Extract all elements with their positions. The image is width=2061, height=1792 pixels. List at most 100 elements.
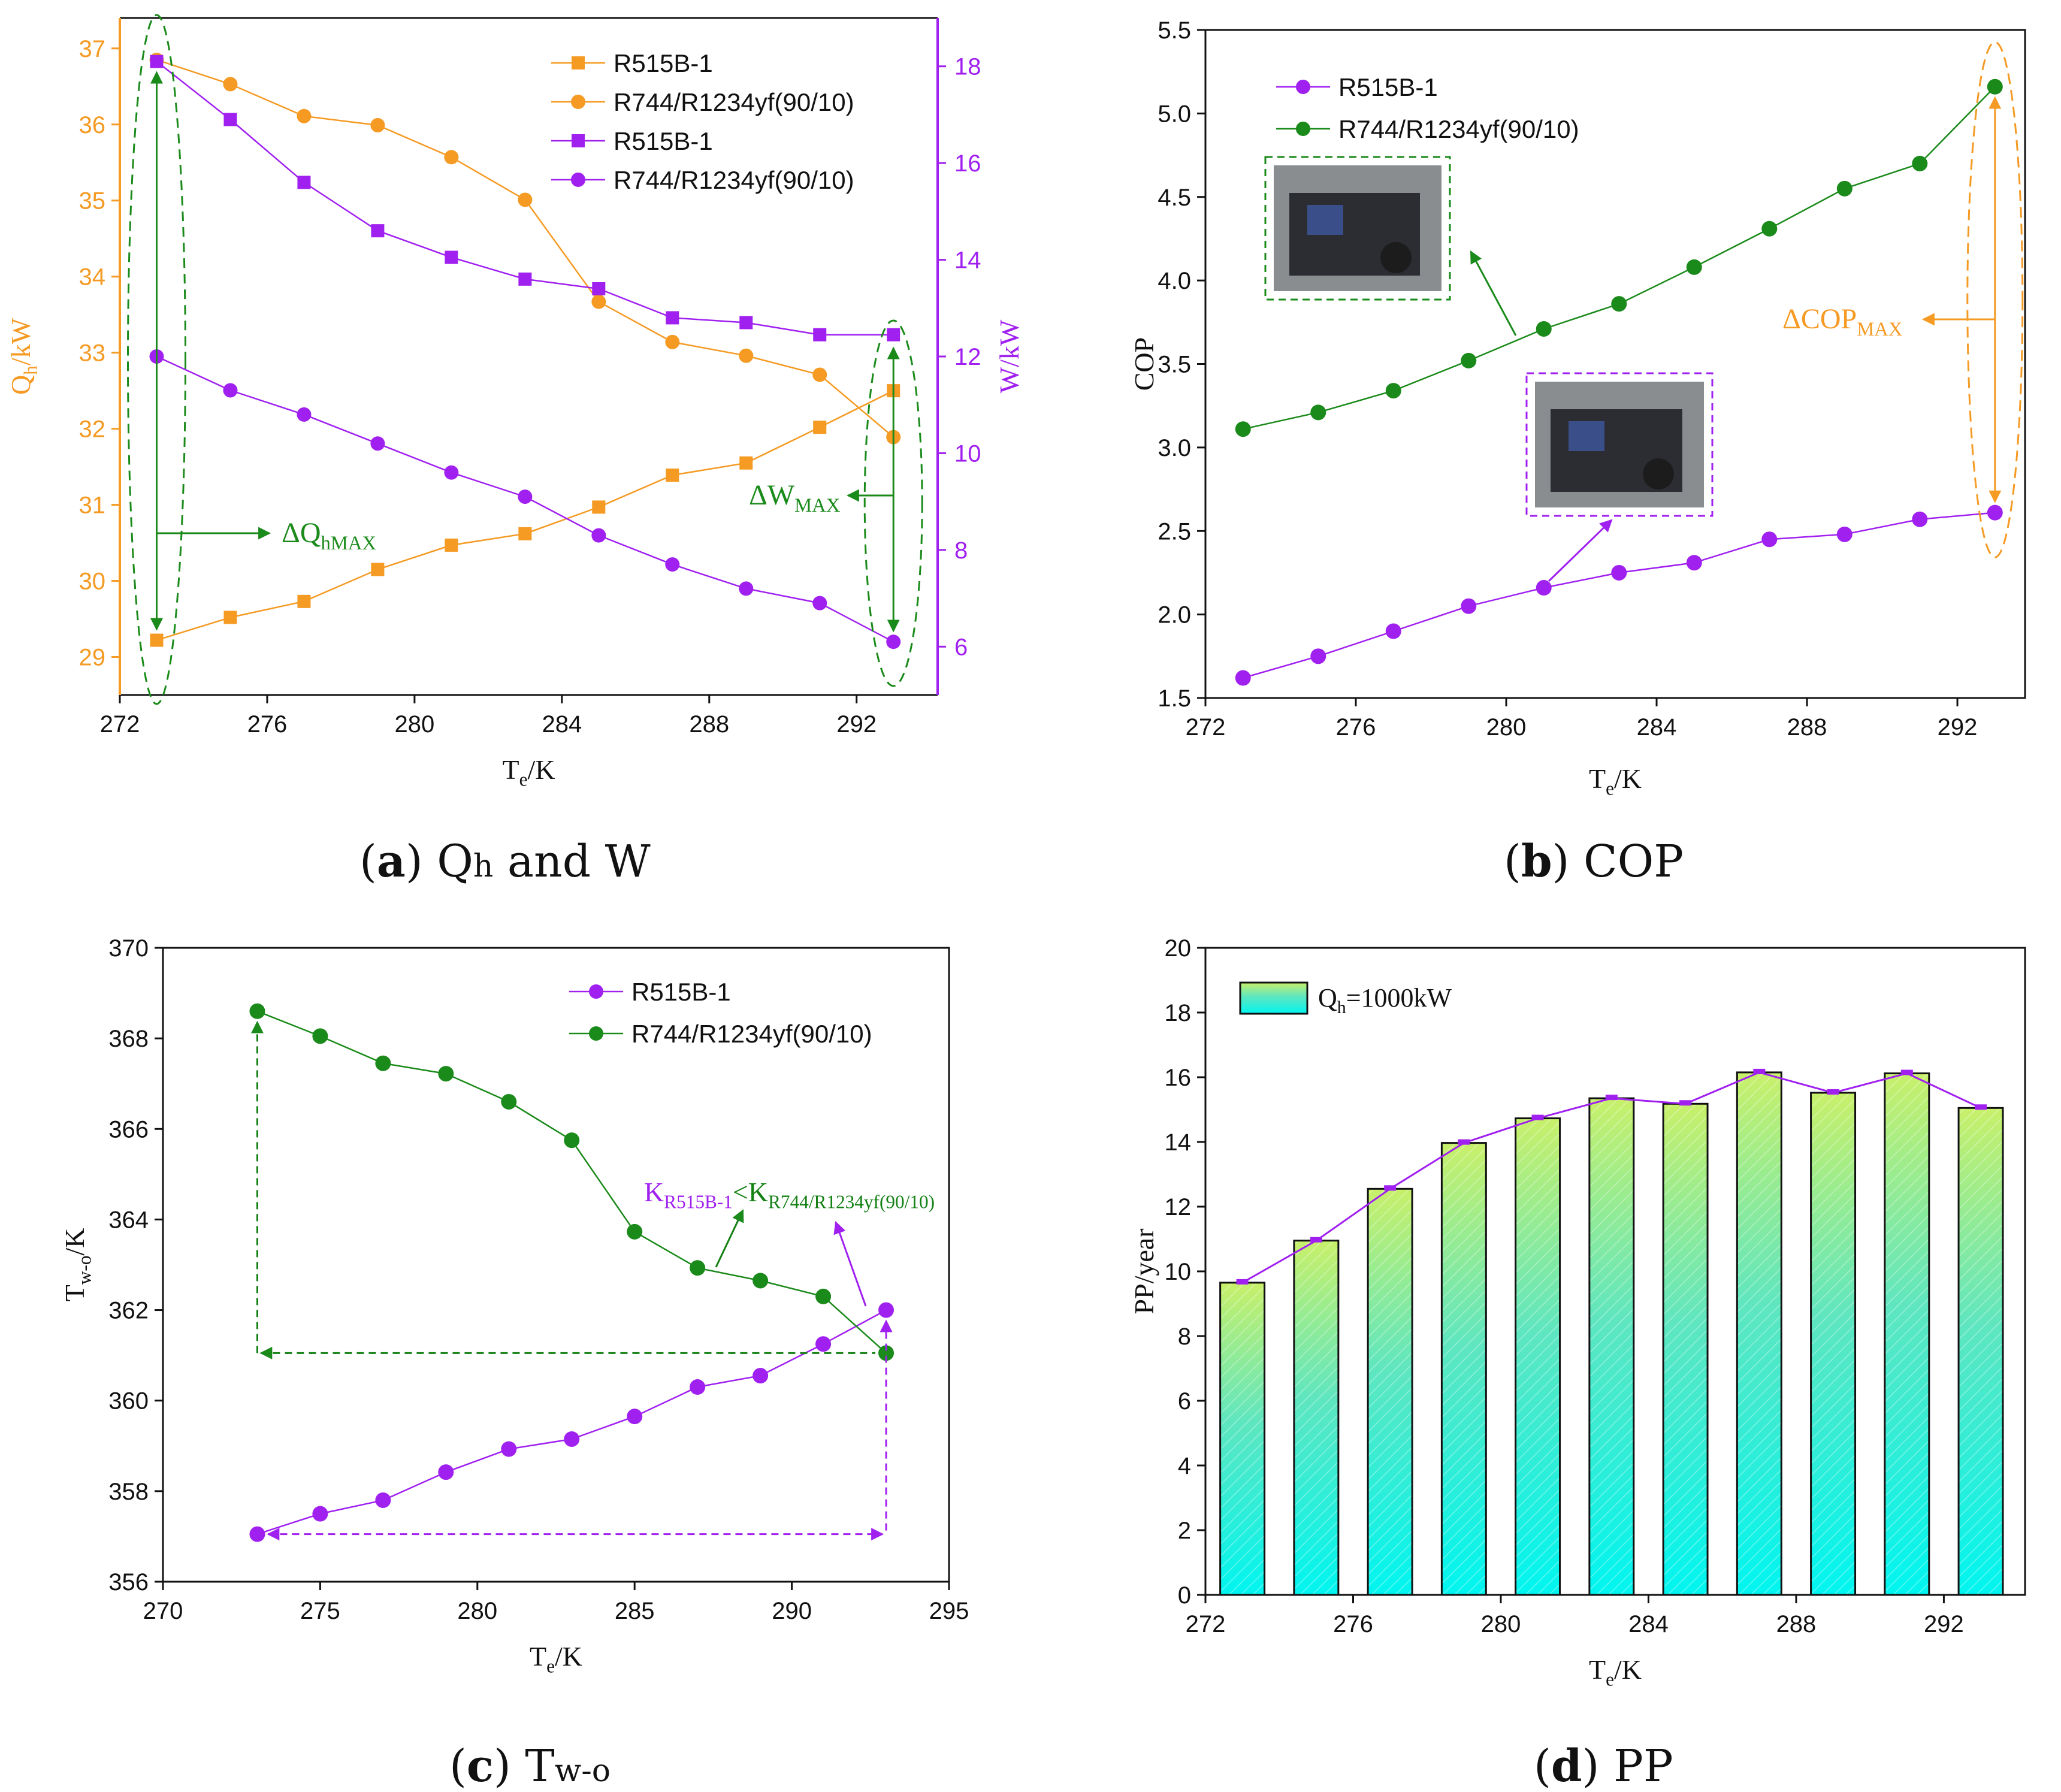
c-annot-k-part: < <box>733 1177 748 1207</box>
c-xlabel-part: /K <box>555 1641 582 1672</box>
a-series-4-point <box>223 383 238 398</box>
b-series-1-line <box>1243 512 1995 679</box>
b-inset-green-photo-detail2 <box>1380 242 1412 273</box>
d-bar-hatch <box>1293 1240 1340 1596</box>
b-annot-cop: ΔCOPMAX <box>1782 303 1902 340</box>
c-series-2-point <box>815 1288 832 1304</box>
a-ylabel-right: W/kW <box>994 319 1025 393</box>
b-ytick-label: 2.0 <box>1158 602 1191 628</box>
a-series-3-point <box>445 250 458 264</box>
c-xtick-label: 285 <box>615 1598 655 1624</box>
c-legend-2-label: R744/R1234yf(90/10) <box>631 1020 872 1048</box>
a-legend-4-swatch-marker <box>571 173 585 187</box>
a-series-3-point <box>666 311 679 325</box>
b-frame <box>1204 29 2026 699</box>
d-bar-hatch <box>1736 1071 1782 1596</box>
c-series-2-line <box>256 1010 887 1354</box>
a-ellipse-right <box>863 319 923 687</box>
c-legend-1-label: R515B-1 <box>631 978 731 1006</box>
a-series-4-point <box>370 436 385 451</box>
b-inset-green-border <box>1264 156 1451 301</box>
b-series-1-point <box>1461 598 1477 614</box>
b-series-2-point <box>1310 404 1326 421</box>
a-xtick-label: 276 <box>247 711 288 738</box>
a-right-ytick-label: 12 <box>954 344 981 370</box>
c-series-1-point <box>501 1441 517 1457</box>
c-annot-k: KR515B-1<KR744/R1234yf(90/10) <box>644 1177 935 1213</box>
caption-c: (c) Tw-o <box>449 1740 611 1792</box>
a-xtick-label: 280 <box>395 711 435 738</box>
a-legend-3-label: R515B-1 <box>614 127 713 155</box>
d-bar-hatch <box>1219 1282 1266 1596</box>
b-ytick-label: 5.5 <box>1158 17 1191 44</box>
b-ytick-label: 3.5 <box>1158 352 1191 378</box>
d-bar-hatch <box>1440 1142 1487 1596</box>
a-series-4-point <box>886 634 901 649</box>
a-annot-q-part: hMAX <box>321 533 376 554</box>
b-series-1-point <box>1310 648 1326 664</box>
a-right-ytick-label: 16 <box>954 150 981 177</box>
c-series-2-point <box>690 1260 706 1276</box>
a-series-3-point <box>592 282 606 295</box>
b-series-2-point <box>1385 383 1401 399</box>
b-series-2-point <box>1761 220 1778 237</box>
d-ytick-label: 14 <box>1165 1129 1192 1156</box>
c-ytick-label: 356 <box>108 1569 149 1595</box>
c-series-1-point <box>564 1431 580 1447</box>
a-xtick-label: 288 <box>689 711 729 738</box>
caption-c-letter: c <box>466 1740 494 1792</box>
b-arrow-green <box>1470 250 1517 336</box>
b-series-1-point <box>1761 531 1778 548</box>
d-legend-label-part: h <box>1337 998 1346 1017</box>
b-xlabel-part: /K <box>1614 763 1642 794</box>
a-left-ytick-label: 31 <box>79 492 106 519</box>
c-xtick-label: 275 <box>300 1598 340 1624</box>
d-xtick-label: 280 <box>1481 1611 1521 1637</box>
a-legend-4-label: R744/R1234yf(90/10) <box>614 166 854 194</box>
d-bar-hatch <box>1367 1187 1413 1596</box>
d-bar-hatch <box>1662 1102 1709 1596</box>
c-xlabel: Te/K <box>530 1641 582 1677</box>
c-series-2-point <box>753 1273 769 1289</box>
b-ytick-label: 4.0 <box>1158 268 1191 294</box>
c-series-1-point <box>312 1506 328 1522</box>
a-series-3-point <box>813 328 827 342</box>
b-ytick-label: 4.5 <box>1158 185 1191 211</box>
a-xlabel-part: e <box>519 769 528 790</box>
a-ylabel-right-part: W/kW <box>994 319 1025 393</box>
c-frame <box>162 947 950 1583</box>
b-xtick-label: 276 <box>1336 714 1376 741</box>
a-ylabel-left-part: Q <box>5 375 36 395</box>
a-series-4-point <box>518 489 533 504</box>
c-series-1-point <box>690 1379 706 1395</box>
d-ytick-label: 8 <box>1178 1323 1191 1350</box>
b-xlabel: Te/K <box>1589 763 1642 799</box>
d-xtick-label: 272 <box>1186 1611 1226 1637</box>
c-ytick-label: 358 <box>108 1479 149 1505</box>
d-ytick-label: 2 <box>1178 1518 1191 1544</box>
a-right-ytick-label: 8 <box>954 537 968 564</box>
caption-b-letter: b <box>1521 836 1552 887</box>
b-series-2-point <box>1536 321 1552 337</box>
d-ytick-label: 10 <box>1165 1259 1192 1285</box>
d-bar-hatch <box>1515 1117 1561 1596</box>
a-series-4-point <box>297 407 312 422</box>
a-right-ytick-label: 6 <box>954 634 968 660</box>
b-ytick-label: 3.0 <box>1158 435 1191 461</box>
c-series-2-point <box>878 1345 894 1361</box>
b-ytick-label: 2.5 <box>1158 518 1191 545</box>
a-left-ytick-label: 36 <box>79 112 106 138</box>
a-series-3-point <box>887 328 900 342</box>
d-trend-line <box>1241 1071 1981 1284</box>
c-xtick-label: 270 <box>143 1598 183 1624</box>
b-ytick-label: 1.5 <box>1158 685 1191 712</box>
a-series-1-point <box>297 594 311 608</box>
d-xlabel-part: /K <box>1614 1654 1642 1685</box>
c-series-1-point <box>375 1492 391 1508</box>
a-series-3-point <box>371 224 385 238</box>
a-legend-1-swatch-marker <box>572 56 585 69</box>
caption-c-main: T <box>510 1740 555 1792</box>
c-series-1-line <box>257 1309 887 1535</box>
a-series-4-point <box>812 596 827 611</box>
